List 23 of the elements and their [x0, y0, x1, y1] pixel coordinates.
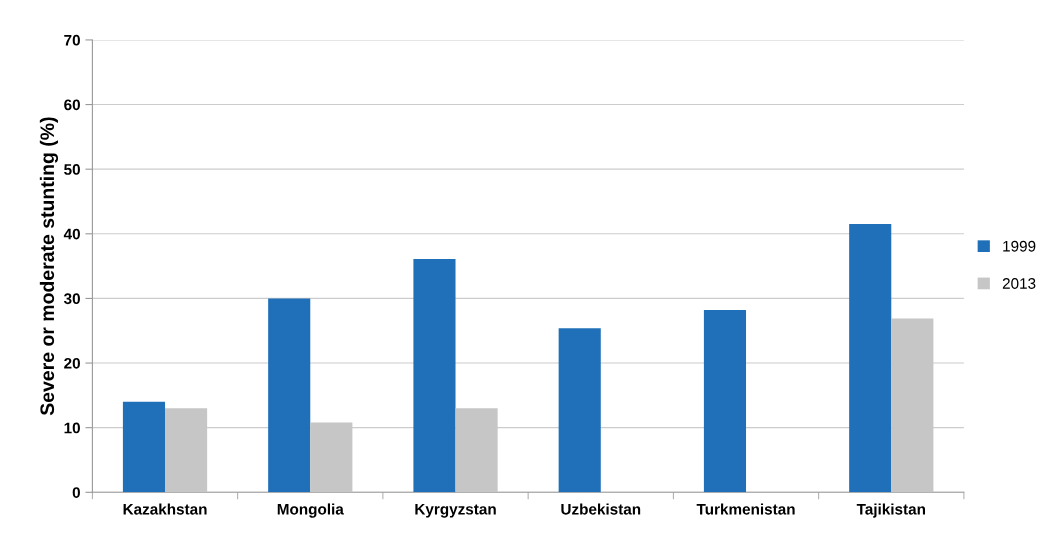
- bar: [122, 401, 166, 493]
- y-tick-label: 60: [64, 99, 80, 111]
- x-tick-label: Mongolia: [277, 503, 344, 518]
- y-tick-label: 70: [64, 34, 80, 46]
- legend-label: 2013: [1002, 278, 1036, 289]
- y-tick-label: 30: [63, 293, 80, 305]
- bar: [558, 328, 601, 493]
- x-tick-label: Uzbekistan: [561, 503, 641, 515]
- x-tick-label: Kyrgyzstan: [415, 503, 496, 518]
- y-tick-label: 20: [64, 357, 80, 369]
- y-axis-title: Severe or moderate stunting (%): [39, 117, 59, 416]
- bar: [268, 298, 311, 493]
- y-tick-label: 50: [64, 164, 80, 175]
- y-tick-label: 40: [63, 228, 80, 240]
- y-tick-label: 10: [64, 422, 80, 434]
- y-tick-label: 0: [72, 487, 80, 498]
- legend-label: 1999: [1003, 240, 1036, 252]
- x-tick-label: Turkmenistan: [696, 503, 795, 515]
- bar: [413, 259, 456, 493]
- bar: [703, 310, 747, 493]
- bar: [849, 224, 892, 493]
- x-tick-label: Tajikistan: [856, 503, 926, 518]
- x-tick-label: Kazakhstan: [123, 503, 207, 515]
